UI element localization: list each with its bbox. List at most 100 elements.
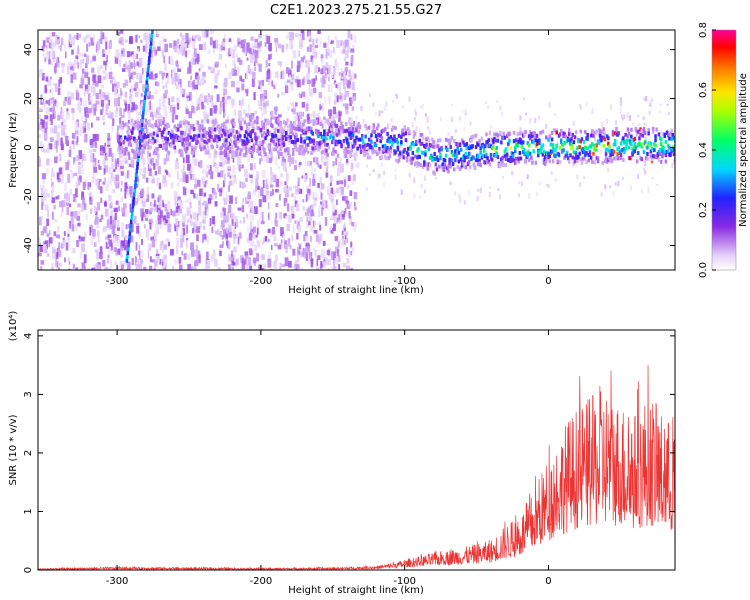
heat-cell [188, 128, 191, 133]
heat-cell [206, 145, 210, 153]
heat-cell [281, 44, 285, 53]
heat-cell [413, 193, 416, 198]
heat-cell [90, 59, 93, 63]
heat-cell [45, 158, 50, 166]
heat-cell [164, 204, 169, 212]
heat-cell [233, 228, 236, 236]
heat-cell [302, 147, 307, 154]
heat-cell [331, 266, 334, 270]
heat-cell [120, 165, 124, 170]
heat-cell [499, 131, 502, 135]
heat-cell [423, 156, 426, 160]
heat-cell [252, 143, 256, 148]
heat-cell [589, 133, 593, 138]
heat-cell [601, 161, 604, 166]
heat-cell [250, 68, 254, 76]
heat-cell [480, 187, 482, 194]
heat-cell [615, 156, 618, 161]
x-tick-label: 0 [545, 576, 551, 587]
heat-cell [61, 37, 64, 46]
heat-cell [245, 146, 248, 155]
heat-cell [454, 158, 457, 163]
heat-cell [171, 77, 174, 85]
heat-cell [320, 192, 323, 200]
heat-cell [609, 185, 612, 189]
heat-cell [350, 241, 353, 248]
heat-cell [205, 130, 209, 135]
heat-cell [218, 137, 221, 142]
heat-cell [120, 159, 124, 168]
heat-cell [160, 95, 164, 100]
heat-cell [114, 158, 117, 168]
heat-cell [136, 226, 140, 234]
heat-cell [173, 145, 176, 150]
heat-cell [158, 40, 162, 47]
heat-cell [338, 72, 341, 76]
heat-cell [633, 149, 637, 154]
heat-cell [199, 79, 201, 84]
heat-cell [630, 134, 633, 139]
heat-cell [251, 44, 255, 53]
heat-cell [333, 46, 335, 54]
heat-cell [239, 43, 242, 48]
heat-cell [117, 147, 120, 152]
heat-cell [511, 154, 515, 159]
heat-cell [249, 208, 253, 213]
heat-cell [172, 140, 175, 145]
heat-cell [101, 84, 105, 88]
heat-cell [331, 201, 334, 205]
heat-cell [263, 89, 267, 97]
heat-cell [164, 266, 167, 270]
heat-cell [311, 146, 314, 151]
heat-cell [270, 71, 272, 80]
heat-cell [125, 147, 128, 152]
heat-cell [97, 41, 100, 50]
heat-cell [351, 162, 354, 169]
heat-cell [76, 240, 79, 248]
heat-cell [343, 70, 346, 80]
heat-cell [467, 160, 471, 164]
heat-cell [158, 194, 162, 201]
heat-cell [284, 81, 288, 86]
heat-cell [181, 47, 186, 56]
heat-cell [370, 139, 373, 144]
heat-cell [509, 146, 512, 151]
heat-cell [438, 164, 441, 169]
heat-cell [332, 251, 337, 261]
heat-cell [203, 225, 205, 230]
heat-cell [350, 48, 355, 53]
heat-cell [268, 54, 271, 61]
heat-cell [106, 258, 110, 264]
heat-cell [251, 128, 255, 133]
heat-cell [129, 97, 133, 104]
heat-cell [228, 141, 232, 146]
heat-cell [247, 155, 250, 163]
heat-cell [428, 163, 432, 168]
heat-cell [287, 141, 292, 145]
heat-cell [38, 70, 43, 78]
heat-cell [390, 142, 394, 147]
heat-cell [150, 106, 153, 113]
heat-cell [144, 134, 148, 139]
heat-cell [272, 147, 275, 152]
heat-cell [214, 73, 219, 78]
heat-cell [136, 48, 139, 53]
heat-cell [141, 138, 144, 143]
heat-cell [138, 132, 142, 137]
heat-cell [221, 225, 225, 231]
heat-cell [87, 108, 92, 114]
heat-cell [89, 227, 92, 236]
heat-cell [179, 202, 184, 207]
heat-cell [111, 174, 115, 182]
heat-cell [44, 115, 49, 120]
heat-cell [420, 141, 424, 146]
heat-cell [168, 97, 171, 106]
heat-cell [320, 68, 324, 75]
heat-cell [334, 35, 337, 42]
heat-cell [163, 254, 167, 263]
heat-cell [188, 111, 193, 119]
heat-cell [660, 137, 663, 142]
heat-cell [149, 201, 152, 207]
heat-cell [234, 222, 237, 229]
heat-cell [82, 36, 86, 42]
